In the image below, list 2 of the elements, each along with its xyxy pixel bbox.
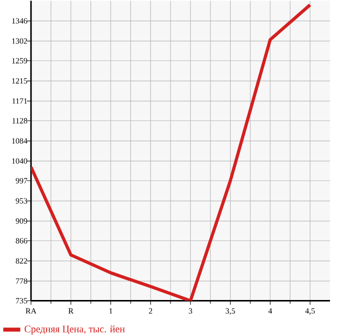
- legend-label: Средняя Цена, тыс. йен: [24, 326, 125, 335]
- line-series: [31, 3, 312, 301]
